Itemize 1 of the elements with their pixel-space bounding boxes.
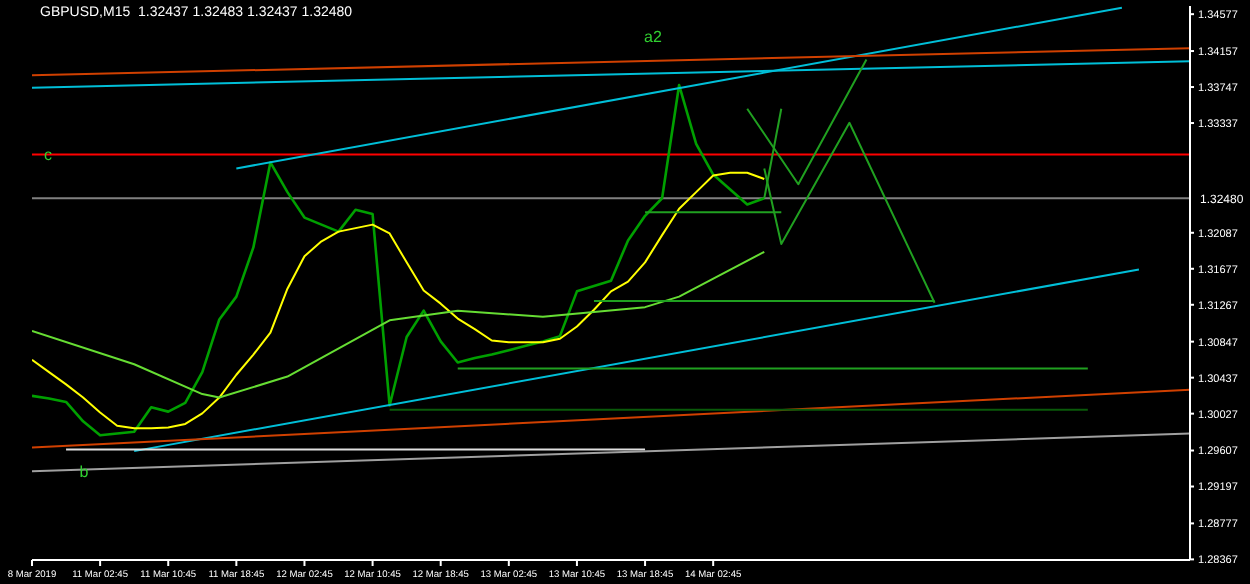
annotation: a2 <box>644 28 662 46</box>
